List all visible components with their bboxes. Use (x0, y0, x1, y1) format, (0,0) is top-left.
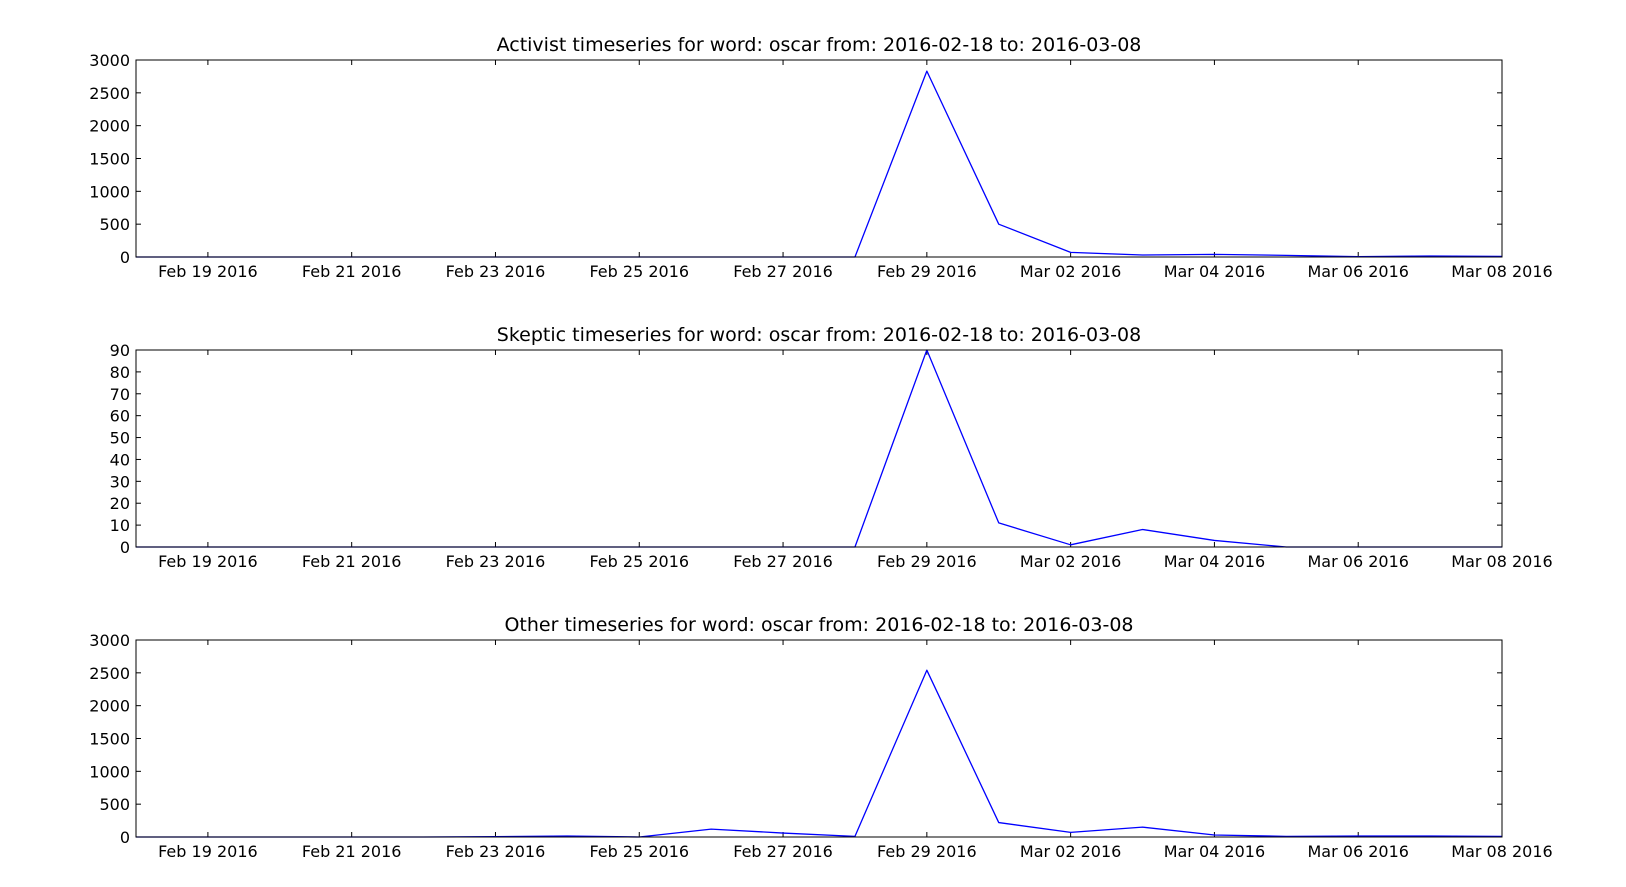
x-tick-label: Feb 27 2016 (733, 842, 833, 861)
y-tick-label: 1000 (89, 182, 130, 201)
x-tick-label: Feb 29 2016 (877, 552, 977, 571)
y-tick-label: 0 (120, 828, 130, 847)
y-tick-label: 3000 (89, 631, 130, 650)
x-tick-label: Mar 06 2016 (1307, 842, 1408, 861)
x-tick-label: Mar 08 2016 (1451, 552, 1552, 571)
x-tick-label: Feb 25 2016 (589, 552, 689, 571)
plot-frame (135, 349, 1503, 548)
y-tick-label: 10 (110, 516, 130, 535)
x-tick-label: Feb 25 2016 (589, 842, 689, 861)
x-tick-label: Feb 25 2016 (589, 262, 689, 281)
y-tick-label: 1500 (89, 150, 130, 169)
x-tick-label: Mar 08 2016 (1451, 262, 1552, 281)
x-tick-label: Feb 19 2016 (158, 842, 258, 861)
y-tick-label: 0 (120, 538, 130, 557)
x-tick-label: Feb 23 2016 (446, 842, 546, 861)
series-line (136, 669, 1503, 838)
y-tick-label: 30 (110, 472, 130, 491)
x-tick-label: Mar 04 2016 (1164, 842, 1265, 861)
chart-title: Other timeseries for word: oscar from: 2… (504, 614, 1133, 636)
plot-frame (135, 639, 1503, 838)
y-tick-label: 2000 (89, 117, 130, 136)
x-tick-label: Mar 02 2016 (1020, 842, 1121, 861)
y-tick-label: 2000 (89, 697, 130, 716)
x-tick-label: Mar 08 2016 (1451, 842, 1552, 861)
y-tick-label: 60 (110, 407, 130, 426)
chart-title: Skeptic timeseries for word: oscar from:… (497, 324, 1141, 346)
x-tick-label: Feb 19 2016 (158, 552, 258, 571)
y-tick-label: 500 (99, 795, 130, 814)
x-tick-label: Feb 23 2016 (446, 262, 546, 281)
x-tick-label: Feb 19 2016 (158, 262, 258, 281)
y-tick-label: 2500 (89, 84, 130, 103)
x-tick-label: Mar 02 2016 (1020, 262, 1121, 281)
y-tick-label: 20 (110, 494, 130, 513)
y-tick-label: 90 (110, 341, 130, 360)
y-tick-label: 1000 (89, 762, 130, 781)
y-tick-label: 80 (110, 363, 130, 382)
subplot-3: Other timeseries for word: oscar from: 2… (89, 614, 1552, 861)
y-tick-label: 3000 (89, 51, 130, 70)
x-tick-label: Feb 21 2016 (302, 842, 402, 861)
x-tick-label: Feb 29 2016 (877, 842, 977, 861)
chart-title: Activist timeseries for word: oscar from… (497, 34, 1142, 56)
x-tick-label: Feb 23 2016 (446, 552, 546, 571)
x-tick-label: Feb 21 2016 (302, 552, 402, 571)
y-tick-label: 500 (99, 215, 130, 234)
subplot-2: Skeptic timeseries for word: oscar from:… (110, 324, 1553, 571)
y-tick-label: 40 (110, 450, 130, 469)
x-tick-label: Feb 21 2016 (302, 262, 402, 281)
y-tick-label: 0 (120, 248, 130, 267)
series-line (136, 70, 1503, 258)
x-tick-label: Mar 06 2016 (1307, 552, 1408, 571)
y-tick-label: 50 (110, 429, 130, 448)
plot-frame (135, 59, 1503, 258)
x-tick-label: Mar 02 2016 (1020, 552, 1121, 571)
y-tick-label: 1500 (89, 730, 130, 749)
x-tick-label: Feb 27 2016 (733, 552, 833, 571)
y-tick-label: 70 (110, 385, 130, 404)
x-tick-label: Feb 29 2016 (877, 262, 977, 281)
x-tick-label: Mar 04 2016 (1164, 552, 1265, 571)
x-tick-label: Mar 04 2016 (1164, 262, 1265, 281)
x-tick-label: Mar 06 2016 (1307, 262, 1408, 281)
y-tick-label: 2500 (89, 664, 130, 683)
series-line (136, 349, 1502, 548)
x-tick-label: Feb 27 2016 (733, 262, 833, 281)
subplot-1: Activist timeseries for word: oscar from… (89, 34, 1552, 281)
